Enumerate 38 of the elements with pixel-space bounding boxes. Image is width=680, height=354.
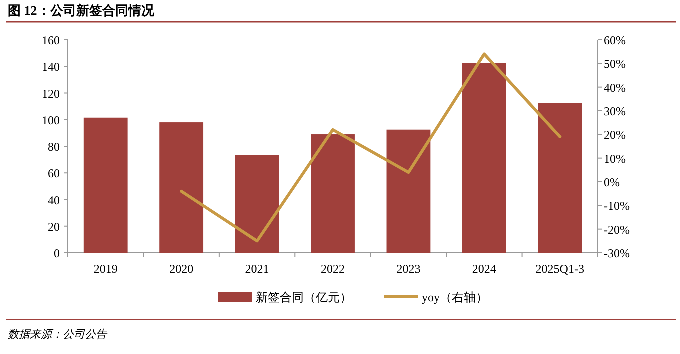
x-tick-label: 2020: [170, 262, 194, 276]
bar: [311, 134, 355, 253]
y-tick-label: 160: [42, 34, 60, 48]
y-tick-label: 100: [42, 113, 60, 128]
y2-tick-label: 60%: [604, 34, 626, 48]
y-tick-label: 20: [48, 220, 60, 234]
bar: [84, 118, 128, 253]
y2-tick-label: 10%: [604, 152, 626, 166]
legend-label: yoy（右轴）: [422, 290, 488, 304]
bar: [462, 63, 506, 253]
x-tick-label: 2024: [472, 262, 496, 276]
chart-title: 图 12：公司新签合同情况: [8, 3, 156, 18]
x-tick-label: 2022: [321, 262, 345, 276]
y2-tick-label: 50%: [604, 57, 626, 72]
y-tick-label: 80: [48, 140, 60, 154]
x-tick-label: 2021: [245, 262, 270, 276]
y-tick-label: 40: [48, 193, 60, 208]
x-tick-label: 2019: [94, 262, 118, 276]
bar: [160, 122, 204, 253]
x-tick-label: 2025Q1-3: [536, 262, 584, 276]
line-series: [180, 52, 562, 243]
y2-tick-label: 0%: [604, 176, 620, 190]
y-tick-label: 60: [48, 166, 60, 181]
bar: [235, 155, 280, 253]
y2-tick-label: -20%: [604, 222, 630, 237]
y2-tick-label: -10%: [604, 199, 630, 214]
legend-label: 新签合同（亿元）: [256, 290, 352, 304]
source-note: 数据来源：公司公告: [8, 328, 108, 341]
bar: [386, 130, 431, 253]
bar: [538, 103, 582, 253]
y-tick-label: 140: [42, 60, 60, 74]
y2-tick-label: -30%: [604, 246, 630, 260]
y2-tick-label: 30%: [604, 104, 626, 118]
y2-tick-label: 40%: [604, 80, 626, 95]
y-tick-label: 0: [54, 246, 60, 260]
x-tick-label: 2023: [396, 262, 421, 276]
y2-tick-label: 20%: [604, 128, 626, 142]
y-tick-label: 120: [42, 86, 60, 101]
